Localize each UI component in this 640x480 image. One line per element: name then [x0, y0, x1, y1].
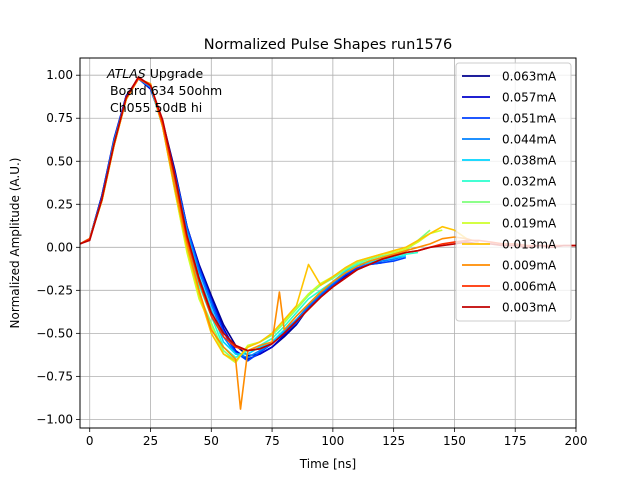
x-tick-label: 0	[86, 434, 94, 448]
annotation-upgrade: Upgrade	[146, 66, 204, 81]
annotation-line3: Ch055 50dB hi	[110, 100, 202, 115]
x-tick-label: 100	[321, 434, 344, 448]
legend-label: 0.051mA	[502, 112, 557, 126]
legend-label: 0.057mA	[502, 91, 557, 105]
y-tick-label: 1.00	[46, 68, 73, 82]
x-tick-label: 125	[382, 434, 405, 448]
legend-label: 0.038mA	[502, 154, 557, 168]
y-tick-label: 0.50	[46, 154, 73, 168]
y-tick-label: −0.25	[36, 283, 73, 297]
x-tick-label: 150	[443, 434, 466, 448]
x-axis-label: Time [ns]	[299, 457, 356, 471]
y-tick-label: 0.75	[46, 111, 73, 125]
legend-label: 0.044mA	[502, 133, 557, 147]
y-tick-label: −0.75	[36, 369, 73, 383]
series-lines	[79, 76, 576, 410]
annotation: ATLAS Upgrade Board 634 50ohm Ch055 50dB…	[106, 66, 222, 115]
legend-label: 0.013mA	[502, 238, 557, 252]
annotation-line2: Board 634 50ohm	[110, 83, 222, 98]
plot-frame	[79, 57, 577, 429]
y-tick-label: −1.00	[36, 412, 73, 426]
legend-entries: 0.063mA 0.057mA 0.051mA 0.044mA 0.038mA 0.032…	[462, 70, 557, 315]
legend-label: 0.009mA	[502, 259, 557, 273]
series-line-0.009mA	[79, 77, 479, 410]
x-axis-ticks: 0 25 50 75 100 125 150 175 200	[86, 428, 588, 448]
legend-label: 0.063mA	[502, 70, 557, 84]
x-tick-label: 75	[264, 434, 279, 448]
annotation-atlas: ATLAS	[106, 66, 146, 81]
y-tick-label: 0.00	[46, 240, 73, 254]
x-tick-label: 50	[204, 434, 219, 448]
legend: 0.063mA 0.057mA 0.051mA 0.044mA 0.038mA 0.032…	[455, 62, 572, 322]
annotation-line1: ATLAS Upgrade	[106, 66, 203, 81]
chart-title: Normalized Pulse Shapes run1576	[204, 37, 452, 53]
x-tick-label: 175	[504, 434, 527, 448]
y-axis-label: Normalized Amplitude (A.U.)	[8, 158, 22, 329]
y-tick-label: −0.50	[36, 326, 73, 340]
legend-label: 0.006mA	[502, 280, 557, 294]
x-tick-label: 200	[565, 434, 588, 448]
y-tick-label: 0.25	[46, 197, 73, 211]
x-tick-label: 25	[143, 434, 158, 448]
legend-label: 0.003mA	[502, 301, 557, 315]
legend-label: 0.019mA	[502, 217, 557, 231]
legend-label: 0.032mA	[502, 175, 557, 189]
legend-box	[455, 62, 572, 322]
legend-label: 0.025mA	[502, 196, 557, 210]
y-axis-ticks: −1.00 −0.75 −0.50 −0.25 0.00 0.25 0.50 0.75 1.00	[36, 68, 80, 426]
